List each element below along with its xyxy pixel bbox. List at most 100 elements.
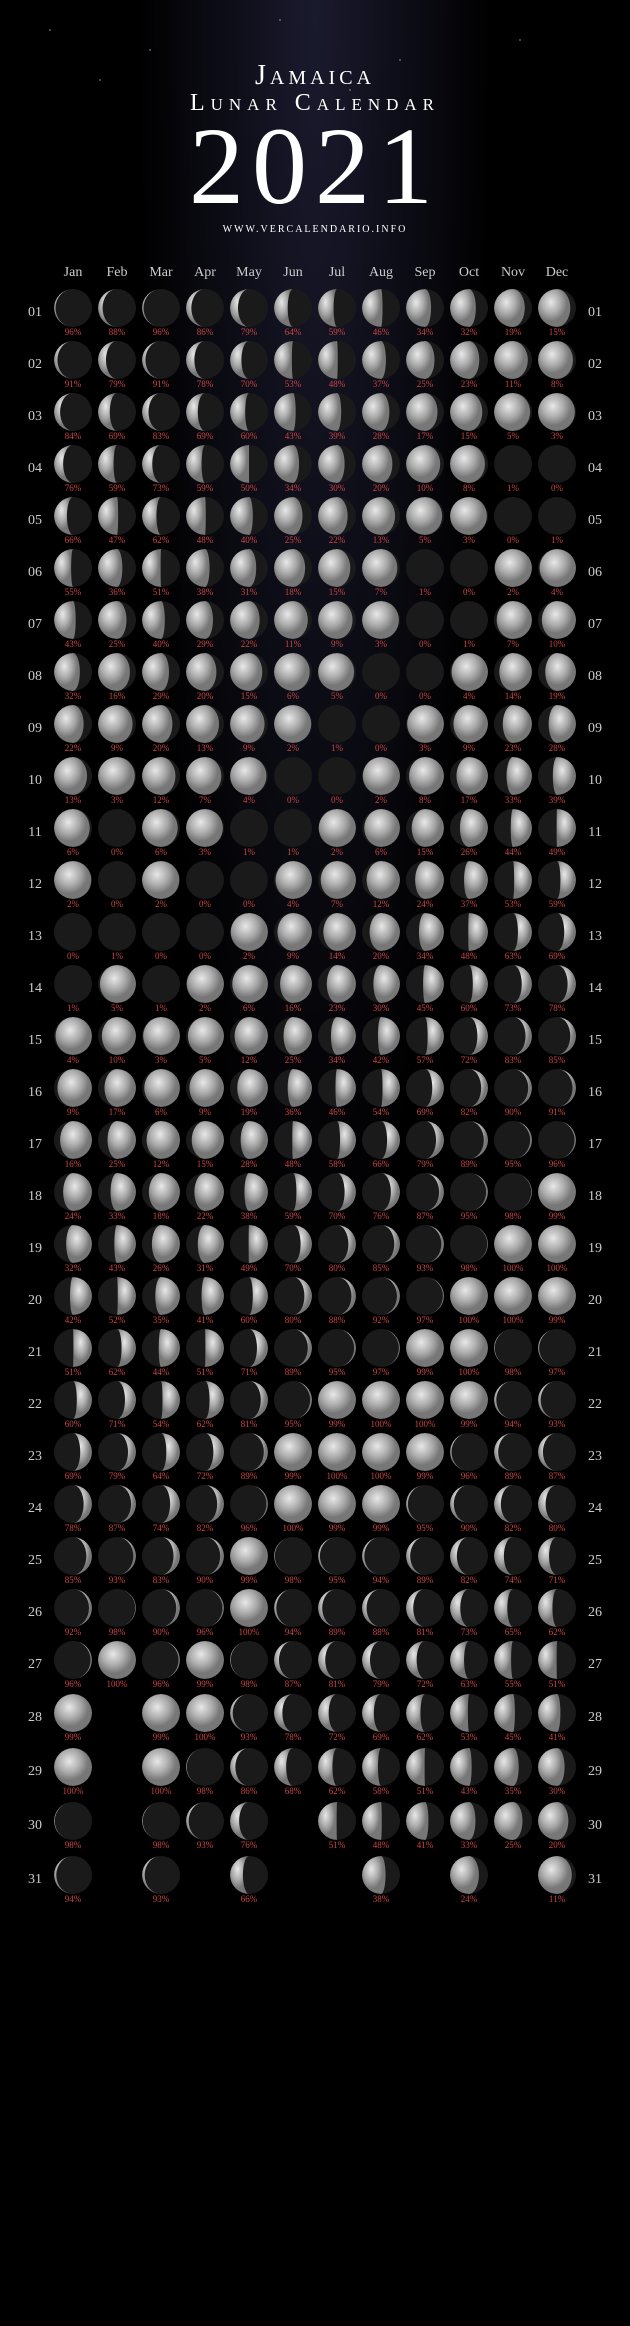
moon-cell: 83%: [492, 1017, 534, 1065]
moon-cell: 58%: [316, 1121, 358, 1169]
moon-cell: 49%: [536, 809, 578, 857]
illumination-pct: 95%: [505, 1160, 522, 1169]
moon-phase-icon: [230, 965, 268, 1003]
illumination-pct: 16%: [285, 1004, 302, 1013]
moon-cell: 8%: [448, 445, 490, 493]
illumination-pct: 93%: [153, 1895, 170, 1904]
moon-phase-icon: [450, 1537, 488, 1575]
illumination-pct: 1%: [551, 536, 563, 545]
illumination-pct: 8%: [551, 380, 563, 389]
moon-phase-icon: [142, 341, 180, 379]
moon-cell: 31%: [184, 1225, 226, 1273]
day-number: 18: [580, 1189, 610, 1205]
moon-cell: 48%: [316, 341, 358, 389]
moon-cell: 100%: [96, 1641, 138, 1689]
illumination-pct: 87%: [285, 1680, 302, 1689]
moon-phase-icon: [186, 861, 224, 899]
day-number: 27: [20, 1657, 50, 1673]
illumination-pct: 85%: [373, 1264, 390, 1273]
moon-phase-icon: [406, 1537, 444, 1575]
moon-cell: 42%: [360, 1017, 402, 1065]
moon-cell: 73%: [492, 965, 534, 1013]
moon-phase-icon: [318, 445, 356, 483]
illumination-pct: 48%: [197, 536, 214, 545]
illumination-pct: 96%: [65, 328, 82, 337]
day-number: 09: [580, 721, 610, 737]
illumination-pct: 28%: [549, 744, 566, 753]
illumination-pct: 3%: [419, 744, 431, 753]
illumination-pct: 82%: [505, 1524, 522, 1533]
moon-phase-icon: [538, 393, 576, 431]
moon-phase-icon: [450, 705, 488, 743]
illumination-pct: 9%: [331, 640, 343, 649]
moon-phase-icon: [362, 1433, 400, 1471]
moon-cell: 72%: [448, 1017, 490, 1065]
moon-phase-icon: [318, 653, 356, 691]
illumination-pct: 63%: [505, 952, 522, 961]
moon-phase-icon: [230, 809, 268, 847]
moon-cell: 23%: [448, 341, 490, 389]
moon-cell: 30%: [536, 1748, 578, 1796]
day-row: 2260%71%54%62%81%95%99%100%100%99%94%93%…: [20, 1381, 610, 1429]
moon-cell: 6%: [140, 809, 182, 857]
moon-cell: 0%: [184, 861, 226, 909]
moon-cell: 11%: [492, 341, 534, 389]
moon-phase-icon: [406, 965, 444, 1003]
day-row: 1716%25%12%15%28%48%58%66%79%89%95%96%17: [20, 1121, 610, 1169]
moon-phase-icon: [450, 393, 488, 431]
moon-cell: 86%: [228, 1748, 270, 1796]
illumination-pct: 9%: [67, 1108, 79, 1117]
moon-cell: 93%: [140, 1856, 182, 1904]
illumination-pct: 35%: [153, 1316, 170, 1325]
day-number: 29: [580, 1764, 610, 1780]
illumination-pct: 3%: [155, 1056, 167, 1065]
moon-cell: 2%: [492, 549, 534, 597]
illumination-pct: 38%: [373, 1895, 390, 1904]
moon-phase-icon: [186, 809, 224, 847]
illumination-pct: 100%: [459, 1368, 480, 1377]
illumination-pct: 1%: [331, 744, 343, 753]
illumination-pct: 9%: [287, 952, 299, 961]
illumination-pct: 24%: [65, 1212, 82, 1221]
moon-cell: 0%: [228, 861, 270, 909]
moon-cell: 1%: [316, 705, 358, 753]
illumination-pct: 96%: [153, 1680, 170, 1689]
illumination-pct: 32%: [65, 1264, 82, 1273]
moon-cell: 4%: [272, 861, 314, 909]
month-label: Jan: [52, 265, 94, 281]
moon-phase-icon: [318, 1277, 356, 1315]
day-number: 05: [580, 513, 610, 529]
moon-cell: 51%: [184, 1329, 226, 1377]
illumination-pct: 0%: [199, 900, 211, 909]
illumination-pct: 2%: [155, 900, 167, 909]
moon-phase-icon: [186, 1433, 224, 1471]
moon-cell: 100%: [360, 1433, 402, 1481]
moon-cell: 88%: [96, 289, 138, 337]
moon-cell: 38%: [360, 1856, 402, 1904]
moon-phase-icon: [406, 289, 444, 327]
illumination-pct: 6%: [287, 692, 299, 701]
illumination-pct: 98%: [153, 1841, 170, 1850]
moon-phase-icon: [54, 1017, 92, 1055]
illumination-pct: 53%: [461, 1733, 478, 1742]
moon-phase-icon: [98, 705, 136, 743]
day-number: 12: [20, 877, 50, 893]
illumination-pct: 0%: [551, 484, 563, 493]
moon-cell: 8%: [404, 757, 446, 805]
moon-phase-icon: [538, 861, 576, 899]
moon-cell: 96%: [140, 289, 182, 337]
illumination-pct: 0%: [287, 796, 299, 805]
illumination-pct: 96%: [65, 1680, 82, 1689]
moon-phase-icon: [142, 965, 180, 1003]
moon-cell: 41%: [404, 1802, 446, 1850]
moon-cell: 51%: [140, 549, 182, 597]
moon-cell: 0%: [448, 549, 490, 597]
moon-phase-icon: [450, 1641, 488, 1679]
illumination-pct: 1%: [419, 588, 431, 597]
moon-cell: 96%: [448, 1433, 490, 1481]
illumination-pct: 7%: [331, 900, 343, 909]
moon-phase-icon: [538, 1381, 576, 1419]
moon-cell: 99%: [404, 1329, 446, 1377]
moon-cell: 93%: [404, 1225, 446, 1273]
moon-phase-icon: [142, 1329, 180, 1367]
